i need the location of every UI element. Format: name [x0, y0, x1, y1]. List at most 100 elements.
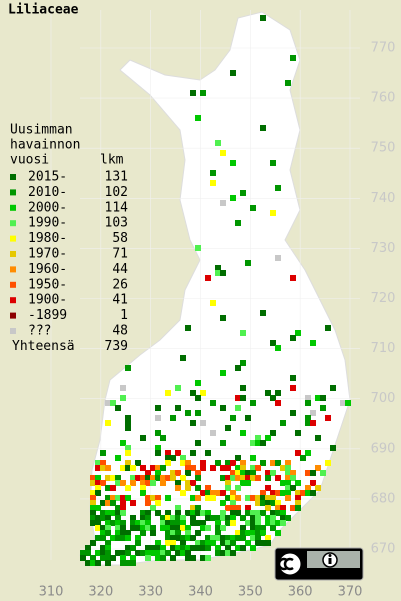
- observation-square: [175, 530, 181, 536]
- observation-square: [240, 530, 246, 536]
- observation-square: [130, 500, 136, 506]
- observation-square: [250, 400, 256, 406]
- observation-square: [280, 490, 286, 496]
- observation-square: [265, 540, 271, 546]
- observation-square: [205, 540, 211, 546]
- legend-total-label: Yhteensä: [12, 339, 75, 354]
- observation-square: [200, 460, 206, 466]
- observation-square: [170, 455, 176, 461]
- observation-square: [160, 520, 166, 526]
- observation-square: [150, 505, 156, 511]
- observation-square: [235, 475, 241, 481]
- observation-square: [215, 270, 221, 276]
- observation-square: [155, 465, 161, 471]
- observation-square: [315, 395, 321, 401]
- legend-count: 114: [105, 200, 129, 215]
- observation-square: [95, 560, 101, 566]
- observation-square: [240, 460, 246, 466]
- observation-square: [170, 525, 176, 531]
- observation-square: [185, 480, 191, 486]
- observation-square: [165, 510, 171, 516]
- observation-square: [130, 475, 136, 481]
- observation-square: [245, 470, 251, 476]
- observation-square: [245, 505, 251, 511]
- observation-square: [275, 505, 281, 511]
- observation-square: [285, 495, 291, 501]
- observation-square: [145, 555, 151, 561]
- observation-square: [170, 535, 176, 541]
- observation-square: [160, 515, 166, 521]
- observation-square: [175, 525, 181, 531]
- observation-square: [155, 415, 161, 421]
- observation-square: [250, 455, 256, 461]
- observation-square: [210, 535, 216, 541]
- observation-square: [235, 485, 241, 491]
- observation-square: [195, 440, 201, 446]
- observation-square: [125, 550, 131, 556]
- observation-square: [220, 500, 226, 506]
- observation-square: [230, 535, 236, 541]
- observation-square: [145, 495, 151, 501]
- observation-square: [230, 540, 236, 546]
- legend-heading: Uusimman: [10, 123, 73, 138]
- observation-square: [245, 510, 251, 516]
- observation-square: [105, 515, 111, 521]
- legend-swatch: [10, 251, 16, 257]
- observation-square: [290, 55, 296, 61]
- observation-square: [155, 470, 161, 476]
- observation-square: [155, 510, 161, 516]
- legend-count: 48: [112, 324, 128, 339]
- observation-square: [280, 480, 286, 486]
- observation-square: [220, 535, 226, 541]
- observation-square: [175, 385, 181, 391]
- observation-square: [175, 450, 181, 456]
- observation-square: [190, 420, 196, 426]
- observation-square: [125, 445, 131, 451]
- observation-square: [275, 475, 281, 481]
- observation-square: [275, 185, 281, 191]
- observation-square: [130, 515, 136, 521]
- observation-square: [125, 465, 131, 471]
- observation-square: [280, 465, 286, 471]
- observation-square: [195, 505, 201, 511]
- observation-square: [305, 490, 311, 496]
- observation-square: [105, 540, 111, 546]
- observation-square: [195, 245, 201, 251]
- legend-swatch: [10, 328, 16, 334]
- observation-square: [220, 490, 226, 496]
- observation-square: [155, 450, 161, 456]
- observation-square: [190, 515, 196, 521]
- observation-square: [90, 555, 96, 561]
- observation-square: [265, 535, 271, 541]
- observation-square: [235, 395, 241, 401]
- observation-square: [150, 525, 156, 531]
- observation-square: [160, 555, 166, 561]
- observation-square: [245, 475, 251, 481]
- observation-square: [215, 520, 221, 526]
- observation-square: [295, 505, 301, 511]
- observation-square: [175, 485, 181, 491]
- observation-square: [210, 490, 216, 496]
- observation-square: [135, 460, 141, 466]
- observation-square: [205, 495, 211, 501]
- observation-square: [235, 495, 241, 501]
- observation-square: [245, 480, 251, 486]
- observation-square: [180, 535, 186, 541]
- observation-square: [160, 475, 166, 481]
- observation-square: [125, 535, 131, 541]
- observation-square: [210, 300, 216, 306]
- y-tick-label: 760: [371, 91, 396, 106]
- observation-square: [290, 475, 296, 481]
- y-tick-label: 700: [371, 391, 396, 406]
- observation-square: [300, 455, 306, 461]
- observation-square: [105, 420, 111, 426]
- observation-square: [175, 520, 181, 526]
- legend-label: 1950-: [28, 277, 67, 292]
- observation-square: [150, 480, 156, 486]
- observation-square: [195, 520, 201, 526]
- observation-square: [235, 470, 241, 476]
- observation-square: [140, 465, 146, 471]
- observation-square: [130, 520, 136, 526]
- legend-label: 2015-: [28, 170, 67, 185]
- observation-square: [185, 550, 191, 556]
